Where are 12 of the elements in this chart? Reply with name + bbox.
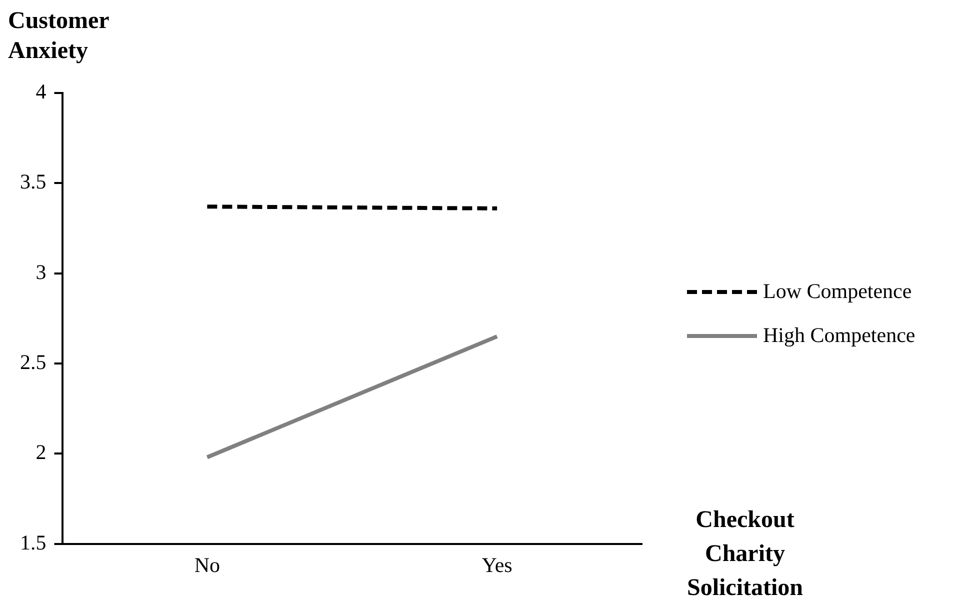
y-tick-label: 2.5 [20, 350, 46, 374]
legend-label: High Competence [763, 323, 916, 348]
x-tick-label: Yes [482, 552, 512, 577]
x-axis-title: Checkout Charity Solicitation [686, 506, 804, 603]
y-axis-title: Customer Anxiety [8, 7, 110, 66]
y-tick-label: 1.5 [20, 530, 46, 554]
y-tick-label: 2 [36, 440, 46, 464]
y-tick-label: 3 [36, 260, 46, 284]
y-tick-label: 3.5 [20, 170, 46, 194]
y-tick-label: 4 [36, 80, 47, 104]
x-tick-label: No [194, 552, 220, 577]
legend-label: Low Competence [763, 279, 912, 304]
